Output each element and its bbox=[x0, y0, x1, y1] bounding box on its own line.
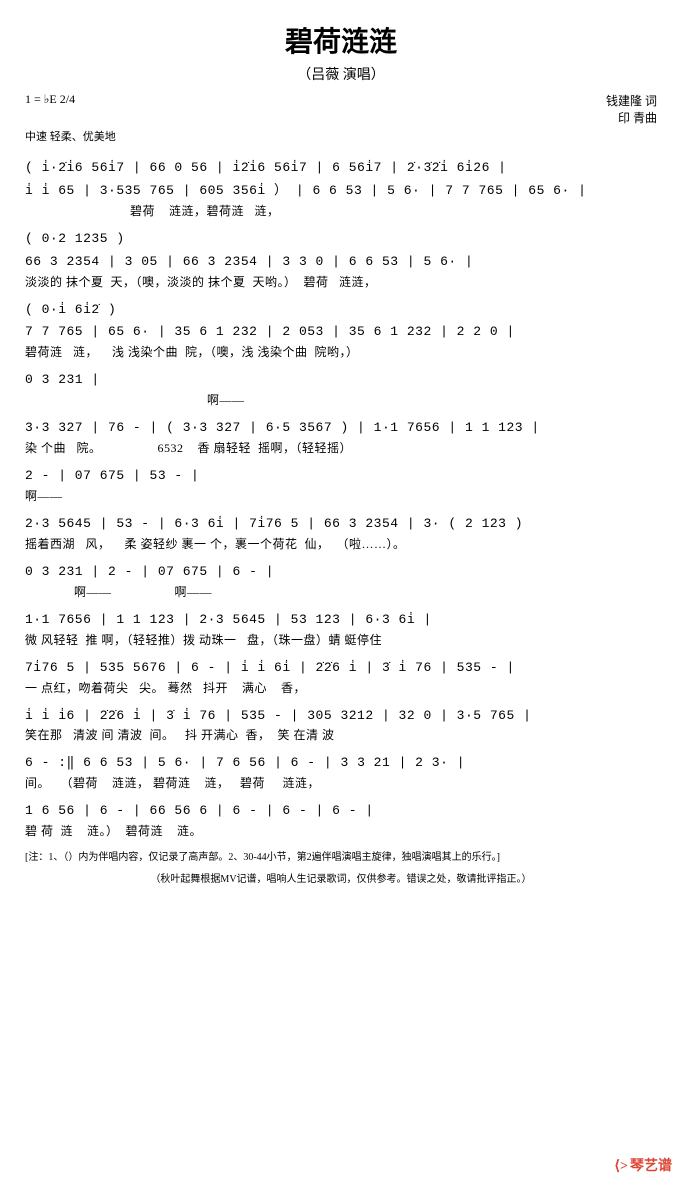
logo-icon: ⟨> bbox=[615, 1159, 628, 1174]
tempo-marking: 中速 轻柔、优美地 bbox=[25, 128, 657, 144]
key-signature: 1 = ♭E 2/4 bbox=[25, 92, 75, 126]
score-line-group: 2 - | 07 675 | 53 - | 啊—— bbox=[25, 468, 657, 504]
score-line-group: 66 3 2354 | 3 05 | 66 3 2354 | 3 3 0 | 6… bbox=[25, 254, 657, 290]
notation-line: 1 6 56 | 6 - | 66 56 6 | 6 - | 6 - | 6 -… bbox=[25, 803, 657, 820]
lyric-line: 碧 荷 涟 涟。） 碧荷涟 涟。 bbox=[25, 822, 657, 839]
notation-line: 2 - | 07 675 | 53 - | bbox=[25, 468, 657, 485]
lyric-line: 摇着西湖 风， 柔 姿轻纱 裹一 个，裹一个荷花 仙， （啦……）。 bbox=[25, 535, 657, 552]
score-line-group: 1 6 56 | 6 - | 66 56 6 | 6 - | 6 - | 6 -… bbox=[25, 803, 657, 839]
lyric-line: 啊—— bbox=[25, 391, 657, 408]
song-title: 碧荷涟涟 bbox=[25, 20, 657, 60]
score-line-group: 2·3 5645 | 53 - | 6·3 6i̇ | 7i̇76 5 | 66… bbox=[25, 516, 657, 552]
composer: 印 青曲 bbox=[606, 109, 657, 126]
score-line-group: i̇ i̇ 65 | 3·535 765 | 605 356i̇ ） | 6 6… bbox=[25, 183, 657, 219]
notation-line: i̇ i̇ i̇6 | 2̇2̇6 i̇ | 3̇ i̇ 76 | 535 - … bbox=[25, 708, 657, 725]
score-line-group: 1·1 7656 | 1 1 123 | 2·3 5645 | 53 123 |… bbox=[25, 612, 657, 648]
notation-line: i̇ i̇ 65 | 3·535 765 | 605 356i̇ ） | 6 6… bbox=[25, 183, 657, 200]
notation-line: 6 - :‖ 6 6 53 | 5 6· | 7 6 56 | 6 - | 3 … bbox=[25, 755, 657, 772]
lyric-line: 淡淡的 抹个夏 天，（噢，淡淡的 抹个夏 天哟。） 碧荷 涟涟， bbox=[25, 273, 657, 290]
notation-line: ( i̇·2̇i̇6 56i̇7 | 66 0 56 | i̇2̇i̇6 56i… bbox=[25, 160, 657, 177]
score-line-group: 0 3 231 | 2 - | 07 675 | 6 - | 啊—— 啊—— bbox=[25, 564, 657, 600]
score-line-group: ( 0·2 1235 ) bbox=[25, 231, 657, 248]
lyric-line: 间。 （碧荷 涟涟， 碧荷涟 涟， 碧荷 涟涟， bbox=[25, 774, 657, 791]
footer-note-2: （秋叶起舞根据MV记谱，唱响人生记录歌词，仅供参考。错误之处，敬请批评指正。） bbox=[25, 873, 657, 887]
score-line-group: 6 - :‖ 6 6 53 | 5 6· | 7 6 56 | 6 - | 3 … bbox=[25, 755, 657, 791]
notation-line: 3·3 327 | 76 - | ( 3·3 327 | 6·5 3567 ) … bbox=[25, 420, 657, 437]
notation-line: 0 3 231 | bbox=[25, 372, 657, 389]
notation-line: 0 3 231 | 2 - | 07 675 | 6 - | bbox=[25, 564, 657, 581]
score-line-group: 3·3 327 | 76 - | ( 3·3 327 | 6·5 3567 ) … bbox=[25, 420, 657, 456]
lyric-line: 笑在那 清波 间 清波 间。 抖 开满心 香， 笑 在清 波 bbox=[25, 726, 657, 743]
score-line-group: 7 7 765 | 65 6· | 35 6 1 232 | 2 053 | 3… bbox=[25, 324, 657, 360]
notation-line: 7 7 765 | 65 6· | 35 6 1 232 | 2 053 | 3… bbox=[25, 324, 657, 341]
notation-line: 1·1 7656 | 1 1 123 | 2·3 5645 | 53 123 |… bbox=[25, 612, 657, 629]
score-line-group: 0 3 231 | 啊—— bbox=[25, 372, 657, 408]
notation-line: ( 0·2 1235 ) bbox=[25, 231, 657, 248]
lyric-line: 啊—— 啊—— bbox=[25, 583, 657, 600]
notation-line: 7i̇76 5 | 535 5676 | 6 - | i̇ i̇ 6i̇ | 2… bbox=[25, 660, 657, 677]
score-line-group: ( 0·i̇ 6i̇2̇ ) bbox=[25, 302, 657, 319]
notation-line: ( 0·i̇ 6i̇2̇ ) bbox=[25, 302, 657, 319]
score-container: ( i̇·2̇i̇6 56i̇7 | 66 0 56 | i̇2̇i̇6 56i… bbox=[25, 160, 657, 839]
singer-subtitle: （吕薇 演唱） bbox=[25, 64, 657, 84]
lyricist: 钱建隆 词 bbox=[606, 92, 657, 109]
watermark: ⟨>琴艺谱 bbox=[615, 1155, 672, 1175]
notation-line: 2·3 5645 | 53 - | 6·3 6i̇ | 7i̇76 5 | 66… bbox=[25, 516, 657, 533]
lyric-line: 碧荷涟 涟， 浅 浅染个曲 院，（噢，浅 浅染个曲 院哟，） bbox=[25, 343, 657, 360]
lyric-line: 微 风轻轻 推 啊，（轻轻推）拨 动珠一 盘，（珠一盘）蜻 蜓停住 bbox=[25, 631, 657, 648]
score-line-group: ( i̇·2̇i̇6 56i̇7 | 66 0 56 | i̇2̇i̇6 56i… bbox=[25, 160, 657, 177]
footer-note-1: [注：1、（）内为伴唱内容，仅记录了高声部。2、30-44小节，第2遍伴唱演唱主… bbox=[25, 851, 657, 865]
lyric-line: 染 个曲 院。 6532 香 扇轻轻 摇啊，（轻轻摇） bbox=[25, 439, 657, 456]
lyric-line: 啊—— bbox=[25, 487, 657, 504]
score-line-group: 7i̇76 5 | 535 5676 | 6 - | i̇ i̇ 6i̇ | 2… bbox=[25, 660, 657, 696]
lyric-line: 一 点红，吻着荷尖 尖。 蓦然 抖开 满心 香， bbox=[25, 679, 657, 696]
score-line-group: i̇ i̇ i̇6 | 2̇2̇6 i̇ | 3̇ i̇ 76 | 535 - … bbox=[25, 708, 657, 744]
lyric-line: 碧荷 涟涟，碧荷涟 涟， bbox=[25, 202, 657, 219]
notation-line: 66 3 2354 | 3 05 | 66 3 2354 | 3 3 0 | 6… bbox=[25, 254, 657, 271]
